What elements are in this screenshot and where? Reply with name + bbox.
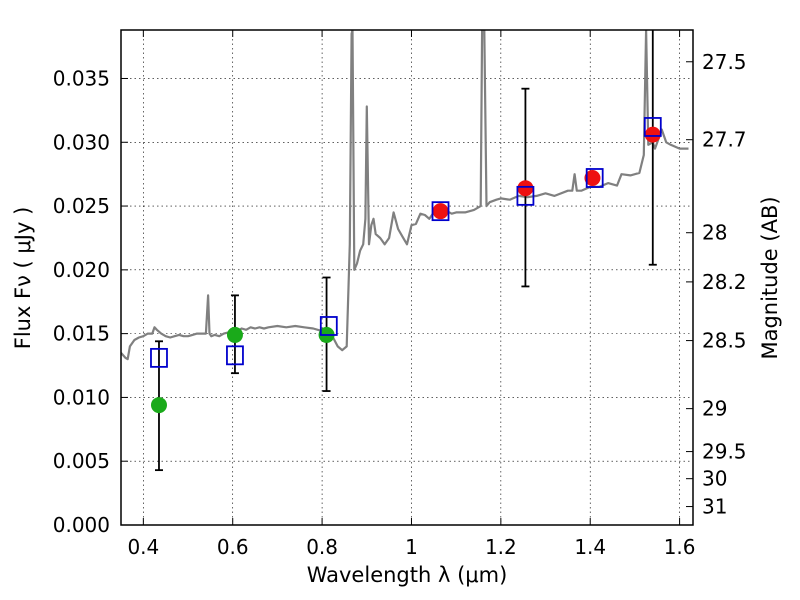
y-tick-label: 0.020 bbox=[53, 258, 110, 282]
mag-tick-label: 27.5 bbox=[702, 50, 747, 74]
grid-lines bbox=[121, 30, 693, 526]
observed-point bbox=[150, 397, 167, 414]
mag-tick-label: 29 bbox=[702, 397, 727, 421]
y-tick-label: 0.000 bbox=[53, 513, 110, 537]
spectrum-line bbox=[121, 30, 689, 361]
x-axis-title: Wavelength λ (μm) bbox=[307, 563, 508, 587]
observed-point bbox=[432, 203, 449, 220]
y-tick-label: 0.015 bbox=[53, 322, 110, 346]
model-point bbox=[585, 168, 604, 188]
observed-point bbox=[517, 180, 534, 197]
observed-point bbox=[584, 169, 601, 186]
model-point bbox=[150, 347, 168, 368]
tick-labels: 0.4 0.6 0.8 1 1.2 1.4 1.6 0.000 0.005 0.010 0.015 0… bbox=[53, 50, 747, 559]
y-axis-title: Flux Fν ( μJy ) bbox=[11, 207, 35, 350]
plot-area bbox=[121, 30, 689, 472]
mag-tick-label: 28.2 bbox=[702, 270, 747, 294]
x-tick-label: 0.4 bbox=[127, 535, 159, 559]
tick-marks bbox=[121, 30, 693, 526]
mag-tick-label: 28 bbox=[702, 221, 727, 245]
model-point bbox=[431, 201, 450, 222]
mag-tick-label: 28.5 bbox=[702, 329, 747, 353]
observed-point bbox=[226, 326, 243, 343]
model-point bbox=[319, 316, 338, 336]
model-point bbox=[643, 117, 662, 137]
mag-tick-label: 30 bbox=[702, 467, 727, 491]
x-tick-label: 0.6 bbox=[217, 535, 249, 559]
x-tick-label: 1.4 bbox=[574, 535, 606, 559]
y-tick-label: 0.025 bbox=[53, 194, 110, 218]
x-tick-label: 1 bbox=[405, 535, 418, 559]
x-tick-label: 1.2 bbox=[485, 535, 517, 559]
y-tick-label: 0.035 bbox=[53, 66, 110, 90]
x-tick-label: 0.8 bbox=[306, 535, 338, 559]
y-axis-right-title: Magnitude (AB) bbox=[758, 196, 782, 359]
y-tick-label: 0.010 bbox=[53, 385, 110, 409]
model-point bbox=[226, 345, 244, 366]
y-tick-label: 0.005 bbox=[53, 449, 110, 473]
x-tick-label: 1.6 bbox=[664, 535, 696, 559]
mag-tick-label: 31 bbox=[702, 495, 727, 519]
observed-point bbox=[644, 126, 661, 143]
mag-tick-label: 27.7 bbox=[702, 128, 747, 152]
plot-frame bbox=[120, 29, 694, 526]
model-point bbox=[516, 185, 535, 206]
y-tick-label: 0.030 bbox=[53, 130, 110, 154]
mag-tick-label: 29.5 bbox=[702, 440, 747, 464]
